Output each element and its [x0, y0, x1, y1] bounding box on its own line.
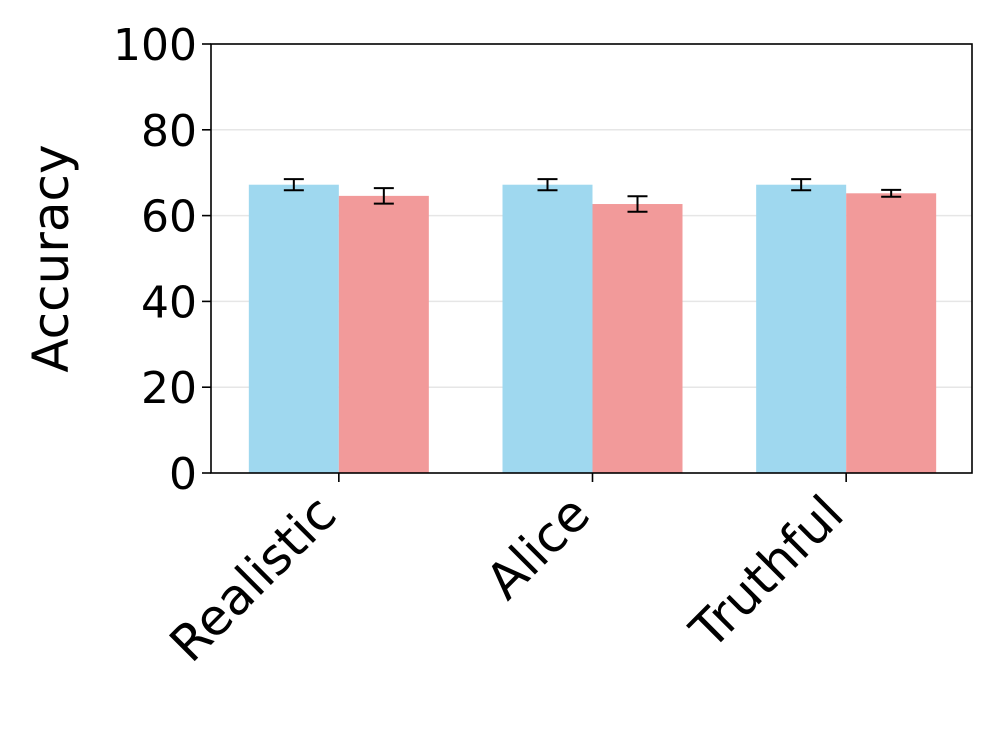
bar	[503, 185, 593, 473]
x-tick-label: Alice	[475, 484, 601, 610]
bar	[593, 204, 683, 473]
y-tick-label: 60	[141, 192, 197, 243]
x-axis-ticks: Realistic Alice Truthful	[159, 473, 855, 673]
y-tick-label: 100	[113, 20, 197, 71]
x-tick-label: Truthful	[679, 484, 855, 660]
y-tick-label: 20	[141, 363, 197, 414]
bar	[756, 185, 846, 473]
bar	[339, 196, 429, 473]
y-axis-title: Accuracy	[22, 144, 80, 372]
bars	[249, 185, 936, 473]
y-tick-label: 40	[141, 277, 197, 328]
bar	[249, 185, 339, 473]
y-axis-ticks: 0 20 40 60 80 100	[113, 20, 211, 500]
x-tick-label: Realistic	[159, 484, 348, 673]
y-tick-label: 0	[169, 449, 197, 500]
y-tick-label: 80	[141, 106, 197, 157]
bar	[846, 193, 936, 473]
